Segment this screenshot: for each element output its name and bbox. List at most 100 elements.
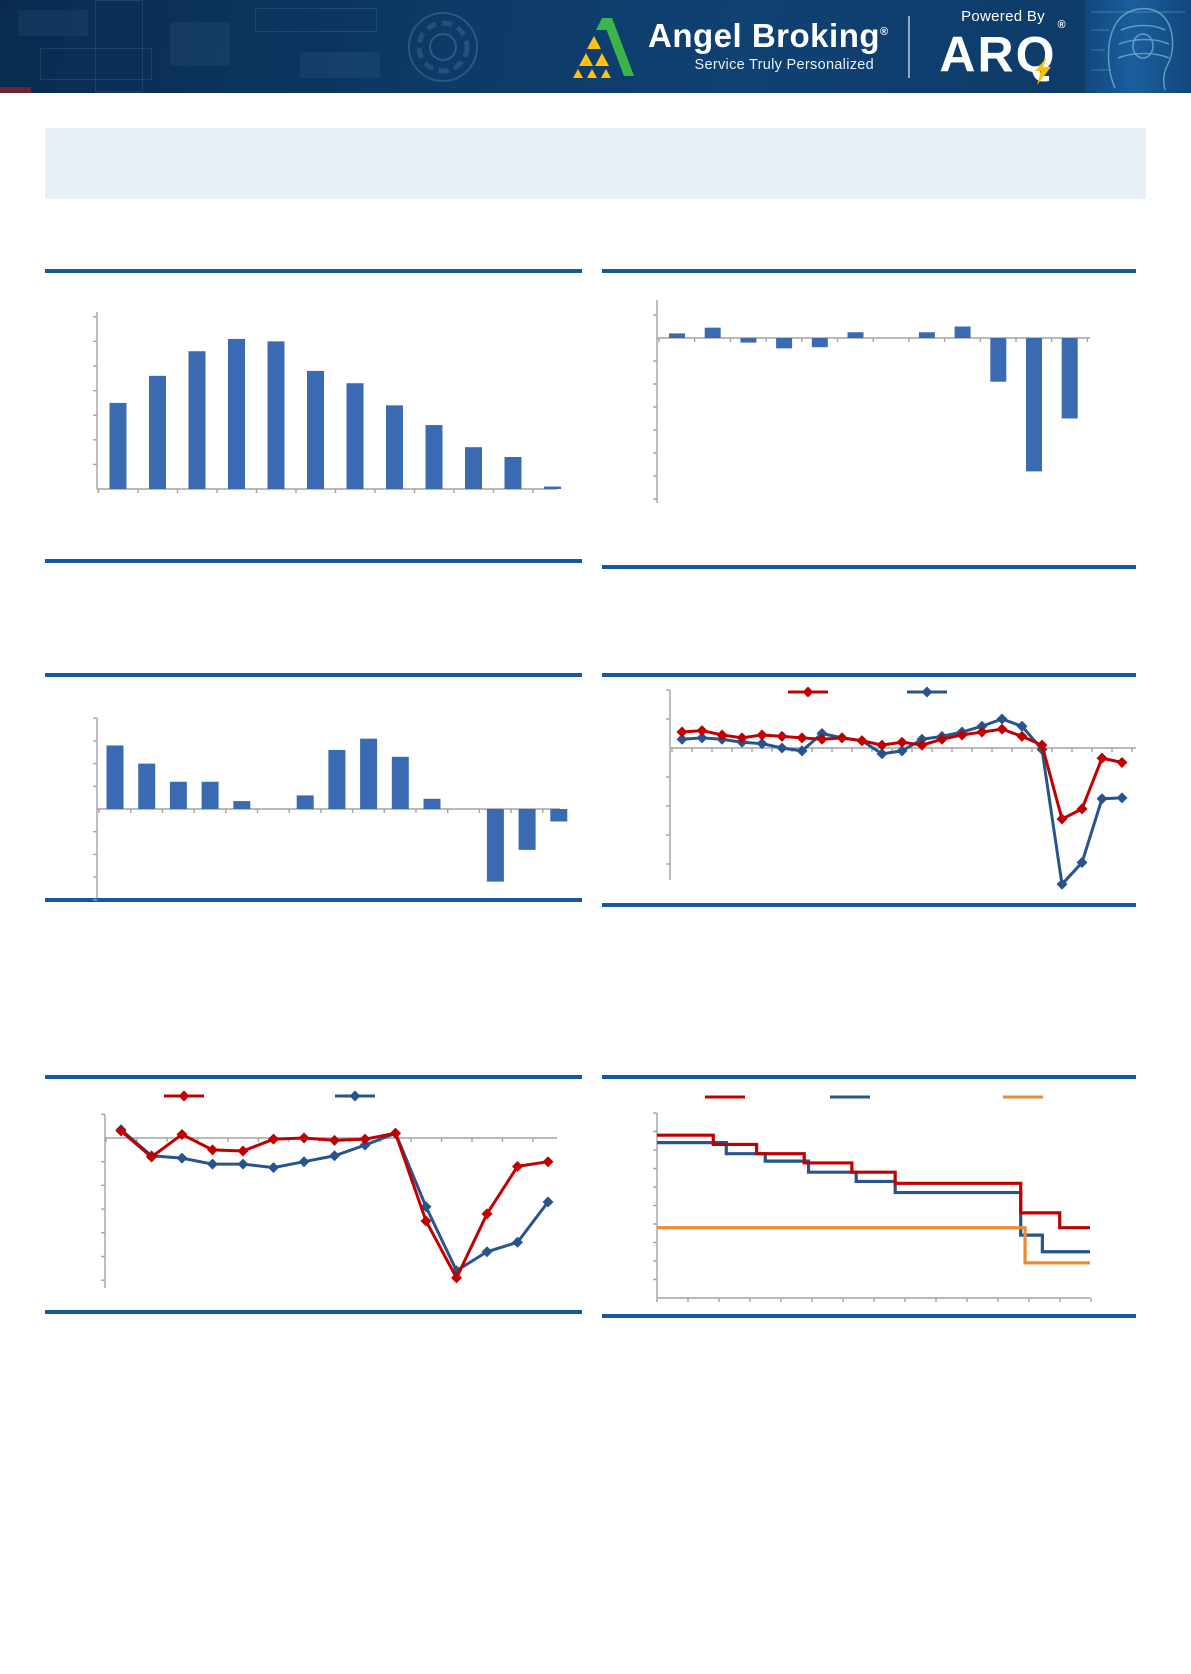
blue-series-marker: [756, 738, 768, 750]
blue-series-marker: [976, 720, 988, 732]
chart-top-left-bar-svg: [93, 312, 561, 493]
red-series-marker: [856, 735, 868, 747]
title-placeholder-box: [45, 128, 1146, 199]
blue-series-marker: [916, 733, 928, 745]
red-series-marker: [876, 739, 888, 751]
red-series-marker: [916, 739, 928, 751]
section-divider: [602, 903, 1136, 907]
section-divider: [602, 1314, 1136, 1318]
legend-swatch-marker: [178, 1090, 190, 1102]
red-series-marker: [896, 736, 908, 748]
chart-middle-right-line: [602, 680, 1136, 900]
red-series-marker: [359, 1133, 371, 1145]
bar: [423, 798, 441, 809]
robot-head-panel: [1085, 0, 1191, 93]
bar: [704, 327, 721, 338]
chart-bottom-right-step: [602, 1085, 1136, 1312]
red-series-marker: [512, 1160, 523, 1172]
chart-top-right-bar: [602, 293, 1136, 508]
blue-series-marker: [676, 733, 688, 745]
bar: [106, 745, 124, 809]
blue-series-marker: [481, 1246, 493, 1258]
blue-series-marker: [1056, 878, 1068, 890]
blue-series-marker: [1016, 720, 1028, 732]
circuit-texture: [170, 22, 230, 66]
section-divider: [602, 673, 1136, 677]
red-series-marker: [146, 1151, 157, 1163]
bar: [328, 749, 346, 809]
brand-name: Angel Broking®: [648, 17, 889, 54]
lightning-bolt-icon: [1034, 56, 1051, 85]
red-series-marker: [976, 726, 988, 738]
red-series-marker: [420, 1215, 432, 1227]
circuit-texture: [255, 8, 377, 32]
bar: [307, 370, 324, 489]
blue-series-marker: [1096, 793, 1108, 805]
bar: [918, 332, 935, 338]
bar: [138, 763, 156, 809]
red-series-marker: [776, 730, 788, 742]
bar: [228, 338, 245, 489]
blue-series-marker: [1116, 792, 1128, 804]
blue-series-marker: [176, 1152, 188, 1164]
bar: [188, 351, 206, 489]
bar: [518, 809, 536, 850]
bar: [201, 781, 219, 809]
arq-logo: Powered By ARQ®: [928, 8, 1078, 85]
blue-series-marker: [696, 732, 708, 744]
bar: [811, 338, 828, 348]
bar: [346, 383, 364, 489]
legend-swatch-marker: [921, 686, 933, 698]
registered-mark: ®: [880, 26, 889, 38]
red-series-marker: [268, 1133, 279, 1145]
red-series-marker: [696, 725, 708, 737]
red-step-line: [657, 1133, 1090, 1230]
red-series-marker: [736, 732, 748, 744]
red-series-marker: [796, 732, 808, 744]
gear-icon: [408, 12, 478, 82]
legend-swatch-marker: [349, 1090, 361, 1102]
bar: [847, 332, 864, 338]
powered-by-label: Powered By: [961, 8, 1045, 25]
section-divider: [45, 898, 582, 902]
blue-series-marker: [542, 1196, 554, 1208]
red-series-marker: [1036, 739, 1048, 751]
blue-series-marker: [207, 1158, 218, 1170]
blue-series-marker: [359, 1139, 371, 1151]
bar: [550, 809, 568, 822]
circuit-texture: [18, 10, 88, 36]
chart-bottom-left-line: [45, 1085, 582, 1312]
red-series-marker: [207, 1144, 218, 1156]
bar: [486, 809, 504, 882]
blue-series-marker: [776, 742, 788, 754]
chart-top-left-bar: [45, 290, 582, 512]
bar: [1061, 338, 1078, 419]
angel-broking-logo: Angel Broking® Service Truly Personalize…: [570, 14, 889, 80]
bar: [990, 338, 1007, 382]
bar: [109, 402, 127, 489]
red-series-marker: [956, 729, 968, 741]
red-series-marker: [1076, 803, 1088, 815]
bar: [1026, 338, 1042, 472]
bar: [360, 738, 378, 809]
bar: [169, 781, 187, 809]
bar: [149, 375, 166, 489]
red-series-marker: [836, 732, 848, 744]
red-series-marker: [936, 733, 948, 745]
chart-bottom-left-line-svg: [101, 1090, 557, 1288]
blue-series-marker: [268, 1162, 279, 1174]
circuit-texture: [95, 0, 143, 92]
red-series-marker: [996, 723, 1008, 735]
red-series-marker: [481, 1208, 493, 1220]
section-divider: [602, 565, 1136, 569]
circuit-texture: [40, 48, 152, 80]
bar: [669, 333, 685, 338]
red-series-marker: [115, 1125, 127, 1137]
robot-head-icon: [1091, 7, 1185, 91]
bar: [233, 801, 251, 809]
red-series-marker: [390, 1127, 401, 1139]
bar: [465, 447, 482, 489]
red-series-marker: [716, 729, 728, 741]
circuit-texture: [300, 52, 380, 78]
red-series-marker: [1116, 757, 1128, 768]
